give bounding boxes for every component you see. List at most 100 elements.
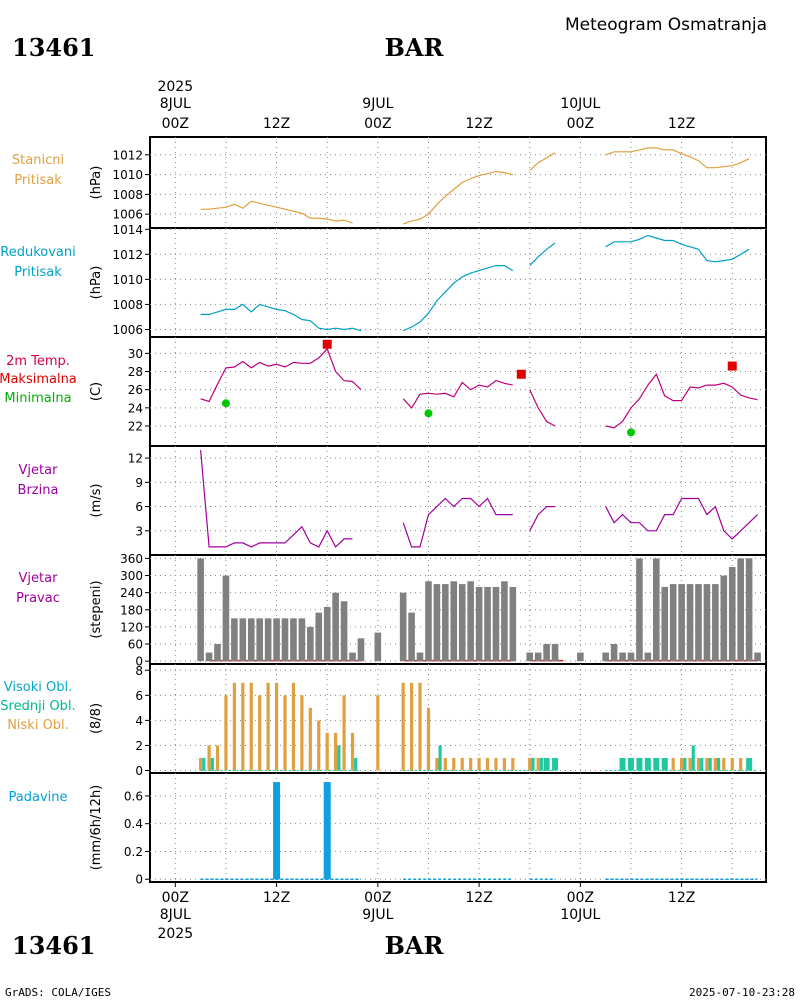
wdir-bar	[703, 584, 711, 662]
panel-title-clouds: Srednji Obl.	[0, 699, 75, 714]
ylabel-precip: (mm/6h/12h)	[89, 785, 104, 871]
ylabel-mslp: (hPa)	[89, 266, 104, 300]
panel-title-precip: Padavine	[9, 790, 68, 805]
wdir-bar	[408, 612, 415, 662]
ytick-label: 120	[120, 620, 143, 634]
cloud-low-bar	[418, 682, 422, 771]
wdir-bar	[610, 644, 618, 662]
cloud-low-bar	[469, 757, 473, 771]
ytick-label: 0	[135, 873, 143, 887]
panel-wdir: 0 60 120 180 240 300 360 (stepeni) Vjetar Pravac	[16, 552, 767, 669]
cloud-low-bar	[460, 757, 464, 771]
cloud-mid-bar	[746, 757, 753, 771]
max-temp-marker	[322, 339, 332, 349]
cloud-mid-bar	[644, 757, 651, 771]
series-line-pres	[605, 147, 750, 169]
wdir-bar	[636, 558, 643, 662]
cloud-mid-bar	[627, 757, 634, 771]
wdir-bar	[720, 575, 728, 662]
bottom-hour-label: 12Z	[263, 890, 290, 906]
station-id-bottom: 13461	[12, 931, 96, 960]
wdir-bar	[551, 644, 559, 662]
cloud-low-bar	[266, 682, 270, 771]
max-temp-marker	[727, 361, 737, 371]
ytick-label: 1012	[112, 148, 143, 162]
ytick-label: 0.2	[124, 845, 143, 859]
cloud-mid-bar	[683, 757, 687, 771]
wdir-bar	[231, 618, 238, 662]
cloud-mid-bar	[543, 757, 550, 771]
bottom-hour-label: 12Z	[668, 890, 695, 906]
wdir-bar	[222, 575, 230, 662]
ytick-label: 1008	[112, 298, 143, 312]
wdir-bar	[323, 606, 331, 662]
series-line-wspd	[402, 497, 513, 548]
ytick-label: 1010	[112, 273, 143, 287]
panel-precip: 0 0.2 0.4 0.6 (mm/6h/12h) Padavine	[9, 772, 767, 887]
cloud-low-bar	[401, 682, 405, 771]
station-name-top: BAR	[385, 33, 445, 62]
panel-title-temp: Minimalna	[4, 391, 71, 406]
station-id-top: 13461	[12, 33, 96, 62]
wdir-bar	[399, 592, 407, 662]
ytick-label: 8	[135, 664, 143, 678]
cloud-low-bar	[485, 757, 490, 771]
precip-bar	[323, 782, 331, 880]
panel-pres: 1006 1008 1010 1012 (hPa) Stanicni Pritisak	[12, 136, 767, 229]
top-date-label: 9JUL	[362, 96, 393, 112]
wdir-bar	[526, 652, 534, 662]
cloud-mid-bar	[337, 745, 341, 771]
wdir-bar	[264, 618, 272, 662]
ylabel-pres: (hPa)	[89, 166, 104, 200]
panel-frame-temp	[149, 336, 767, 447]
cloud-mid-bar	[552, 757, 559, 771]
panel-title-wspd: Vjetar	[19, 463, 59, 478]
wdir-bar	[205, 652, 213, 662]
wdir-bar	[214, 644, 221, 662]
panel-frame-precip	[149, 772, 767, 883]
bottom-hour-label: 00Z	[567, 890, 594, 906]
series-line-temp	[402, 379, 513, 409]
ytick-label: 360	[120, 552, 143, 566]
ylabel-clouds: (8/8)	[89, 703, 104, 734]
meteogram-title: Meteogram Osmatranja	[565, 15, 767, 35]
min-temp-marker	[626, 428, 635, 437]
cloud-mid-bar	[210, 757, 214, 771]
wdir-bar	[484, 586, 491, 662]
grads-credit: GrADS: COLA/IGES	[5, 986, 111, 999]
cloud-low-bar	[528, 757, 532, 771]
top-hour-label: 00Z	[162, 116, 189, 132]
wdir-bar	[256, 618, 263, 662]
cloud-low-bar	[232, 682, 236, 771]
ytick-label: 1006	[112, 208, 143, 222]
cloud-low-bar	[334, 732, 338, 771]
top-hour-label: 00Z	[567, 116, 594, 132]
wdir-bar	[501, 581, 508, 662]
series-line-wspd	[529, 506, 555, 532]
meteogram-panels: 1006100810101012(hPa)StanicniPritisak100…	[0, 136, 767, 887]
ytick-label: 1010	[112, 168, 143, 182]
ytick-label: 180	[120, 603, 143, 617]
ytick-label: 0	[135, 655, 143, 669]
panel-title-temp: Maksimalna	[0, 372, 77, 387]
cloud-low-bar	[325, 732, 329, 771]
ylabel-wdir: (stepeni)	[89, 580, 104, 638]
wdir-bar	[509, 586, 517, 662]
generation-timestamp: 2025-07-10-23:28	[689, 986, 795, 999]
wdir-bar	[686, 584, 694, 662]
top-year-label: 2025	[157, 79, 193, 95]
wdir-bar	[475, 586, 483, 662]
ytick-label: 12	[128, 452, 143, 466]
wdir-bar	[627, 652, 635, 662]
wdir-bar	[728, 566, 736, 662]
cloud-mid-bar	[708, 757, 712, 771]
series-line-mslp	[529, 242, 556, 267]
ytick-label: 60	[128, 638, 143, 652]
ytick-label: 0.4	[124, 817, 143, 831]
top-hour-label: 12Z	[465, 116, 492, 132]
wdir-bar	[416, 652, 424, 662]
ytick-label: 1008	[112, 188, 143, 202]
cloud-low-bar	[308, 707, 312, 771]
ylabel-wspd: (m/s)	[89, 484, 104, 518]
wdir-bar	[357, 638, 365, 662]
